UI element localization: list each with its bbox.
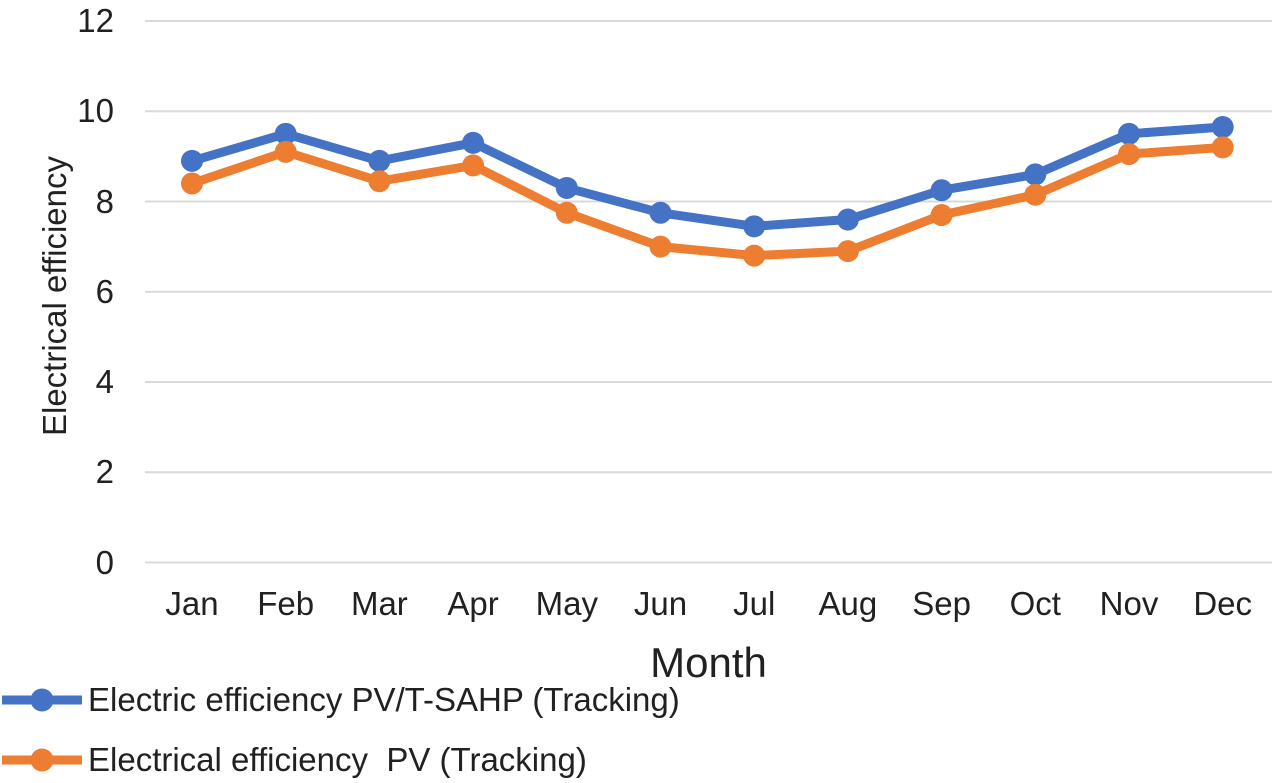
x-tick-label: Sep — [912, 585, 971, 622]
series-line-0 — [187, 122, 1228, 231]
data-point-marker — [181, 149, 203, 172]
x-tick-label: Oct — [1009, 585, 1061, 622]
x-axis-title: Month — [650, 639, 767, 686]
legend-marker-icon — [2, 688, 82, 712]
x-tick-label: Mar — [350, 585, 408, 622]
data-point-marker — [743, 244, 766, 267]
legend-item: Electric efficiency PV/T-SAHP (Tracking) — [0, 683, 680, 717]
y-axis-title: Electrical efficiency — [36, 155, 73, 437]
legend-label: Electrical efficiency PV (Tracking) — [88, 741, 587, 778]
y-tick-label: 2 — [95, 453, 114, 491]
x-tick-label: Aug — [818, 585, 878, 622]
legend-item: Electrical efficiency PV (Tracking) — [0, 743, 587, 777]
data-point-marker — [743, 215, 766, 238]
x-tick-label: Dec — [1193, 585, 1253, 622]
y-tick-label: 6 — [95, 272, 114, 310]
data-point-marker — [649, 201, 672, 224]
y-tick-label: 12 — [77, 2, 114, 39]
x-tick-label: Jun — [633, 585, 688, 622]
data-point-marker — [1211, 116, 1234, 139]
data-point-marker — [836, 240, 859, 263]
x-tick-label: Jul — [733, 585, 776, 622]
x-tick-label: Jan — [165, 585, 219, 622]
data-point-marker — [555, 201, 578, 224]
data-point-marker — [1118, 122, 1140, 145]
data-point-marker — [1024, 183, 1047, 206]
data-point-marker — [930, 204, 953, 227]
data-point-marker — [836, 208, 859, 231]
x-tick-label: Apr — [447, 585, 499, 622]
data-point-marker — [462, 131, 485, 154]
y-tick-label: 4 — [95, 363, 114, 400]
data-point-marker — [649, 235, 672, 258]
x-tick-label: Nov — [1099, 585, 1159, 622]
legend-label: Electric efficiency PV/T-SAHP (Tracking) — [88, 681, 680, 718]
data-point-marker — [274, 140, 297, 163]
data-point-marker — [555, 176, 578, 199]
data-point-marker — [462, 154, 485, 177]
x-tick-label: Feb — [257, 585, 315, 622]
data-point-marker — [274, 122, 297, 145]
data-point-marker — [368, 149, 391, 172]
data-point-marker — [181, 172, 203, 195]
series-line-1 — [187, 142, 1228, 261]
x-tick-label: May — [535, 585, 598, 622]
y-tick-label: 8 — [95, 182, 114, 220]
data-point-marker — [1024, 163, 1047, 186]
y-tick-label: 0 — [95, 543, 114, 581]
data-point-marker — [930, 179, 953, 202]
data-point-marker — [1211, 136, 1234, 159]
data-point-marker — [1118, 143, 1140, 166]
y-tick-label: 10 — [77, 92, 114, 130]
data-point-marker — [368, 170, 391, 193]
legend-marker-icon — [2, 748, 82, 772]
